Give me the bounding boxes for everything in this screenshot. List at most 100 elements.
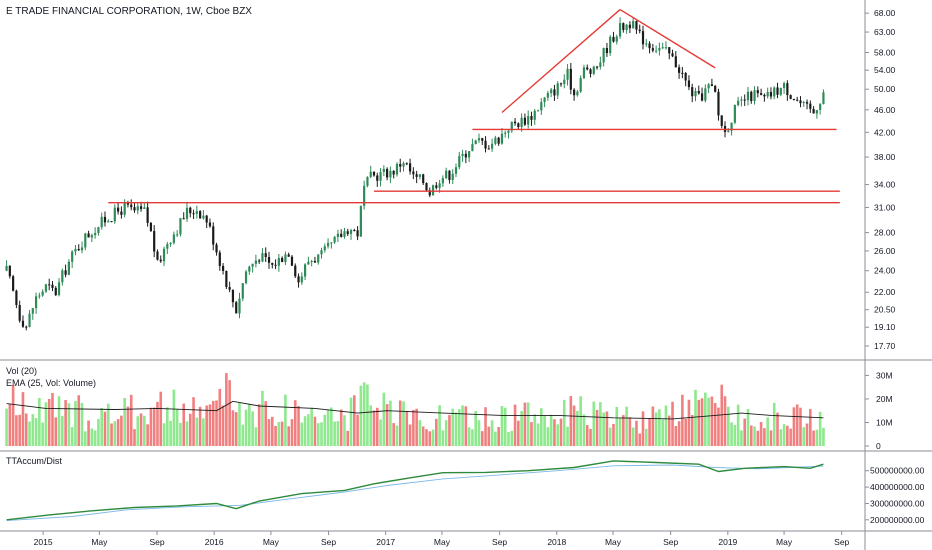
candle-body	[359, 205, 362, 237]
candle-body	[651, 48, 654, 51]
volume-bar	[136, 416, 140, 446]
candle-body	[408, 163, 412, 172]
price-tick-label: 42.00	[874, 127, 896, 137]
candle-body	[523, 117, 527, 125]
volume-bar	[500, 406, 504, 446]
candle-body	[428, 190, 431, 196]
candle-body	[540, 102, 543, 111]
volume-bar	[93, 430, 97, 446]
accum-tick-label: 500000000.00	[870, 466, 925, 476]
volume-bar	[559, 418, 563, 446]
candle-body	[356, 230, 359, 237]
candle-body	[664, 47, 668, 49]
candle-body	[139, 206, 143, 209]
volume-bar	[582, 414, 586, 446]
volume-bar	[162, 423, 166, 446]
volume-bar	[323, 414, 327, 446]
candle-body	[497, 137, 500, 144]
volume-bar	[346, 430, 350, 446]
volume-bar	[366, 384, 369, 446]
candle-body	[117, 207, 120, 212]
time-axis[interactable]: 2015 May Sep 2016 May Sep 2017 May Sep 2018 May Sep…	[34, 531, 850, 547]
candle-body	[714, 85, 717, 92]
candle-body	[822, 92, 825, 104]
candle-body	[326, 242, 330, 247]
time-tick-label: 2019	[718, 537, 737, 547]
volume-bar	[205, 405, 208, 446]
candle-body	[340, 233, 343, 237]
volume-bar	[287, 426, 290, 446]
accum-dist-axis[interactable]: 500000000.00 400000000.00 300000000.00 2000…	[865, 466, 925, 525]
candle-body	[71, 251, 74, 262]
candle-body	[290, 256, 294, 266]
candle-body	[304, 264, 307, 277]
volume-bar	[769, 430, 773, 446]
candle-body	[641, 31, 645, 45]
candle-body	[389, 170, 392, 178]
candle-body	[802, 102, 805, 104]
candle-body	[248, 266, 251, 272]
candle-body	[254, 260, 257, 264]
volume-bar	[431, 429, 435, 446]
candle-body	[74, 248, 77, 252]
price-axis[interactable]: 68.00 63.00 58.00 54.00 50.00 46.00 42.00 38.00…	[865, 8, 896, 351]
volume-bar	[644, 428, 648, 446]
candle-body	[100, 216, 103, 228]
candle-body	[392, 170, 395, 175]
candle-body	[199, 211, 202, 219]
accum-dist-label: TTAccum/Dist	[6, 456, 62, 466]
volume-bar	[549, 414, 553, 446]
volume-bar	[241, 424, 245, 446]
volume-bar	[792, 407, 796, 446]
volume-bar	[579, 396, 582, 446]
candle-body	[15, 290, 18, 306]
volume-bar	[166, 407, 169, 446]
time-tick-label: Sep	[321, 537, 336, 547]
volume-bar	[182, 403, 186, 446]
volume-bar	[602, 412, 605, 446]
volume-bar	[566, 426, 569, 446]
candle-body	[628, 24, 631, 29]
volume-label: Vol (20)	[6, 366, 37, 376]
candle-body	[238, 298, 241, 314]
candle-body	[553, 89, 556, 96]
candle-body	[330, 242, 333, 244]
volume-bar	[395, 425, 399, 446]
candle-body	[195, 211, 198, 214]
candle-body	[510, 121, 513, 131]
candle-body	[805, 102, 809, 104]
candle-body	[461, 153, 464, 156]
time-tick-label: 2015	[34, 537, 53, 547]
volume-bar	[277, 421, 281, 446]
volume-bar	[740, 430, 743, 446]
volume-bar	[477, 420, 481, 446]
candle-body	[353, 230, 356, 232]
candle-body	[717, 91, 720, 116]
volume-bar	[425, 429, 428, 446]
volume-bar	[727, 406, 730, 446]
volume-bar	[284, 394, 287, 446]
candle-body	[21, 320, 25, 327]
candle-body	[294, 265, 297, 277]
candle-body	[435, 185, 438, 188]
candle-body	[333, 236, 336, 243]
volume-bar	[15, 415, 18, 446]
volume-tick-label: 10M	[876, 417, 893, 427]
candle-body	[120, 211, 123, 215]
price-tick-label: 24.00	[874, 266, 896, 276]
volume-bar	[379, 419, 382, 446]
candle-body	[559, 83, 563, 85]
candle-body	[156, 251, 159, 260]
candle-body	[189, 207, 192, 214]
volume-bar	[628, 417, 632, 446]
volume-tick-label: 30M	[876, 370, 893, 380]
volume-bar	[129, 394, 133, 446]
volume-axis[interactable]: 30M 20M 10M 0	[865, 370, 893, 451]
volume-bar	[234, 412, 238, 446]
candle-body	[579, 77, 582, 92]
volume-bar	[562, 399, 566, 446]
volume-bar	[507, 432, 510, 446]
volume-bar	[339, 409, 343, 446]
trend-drawings[interactable]	[108, 8, 840, 204]
volume-bar	[658, 409, 661, 446]
